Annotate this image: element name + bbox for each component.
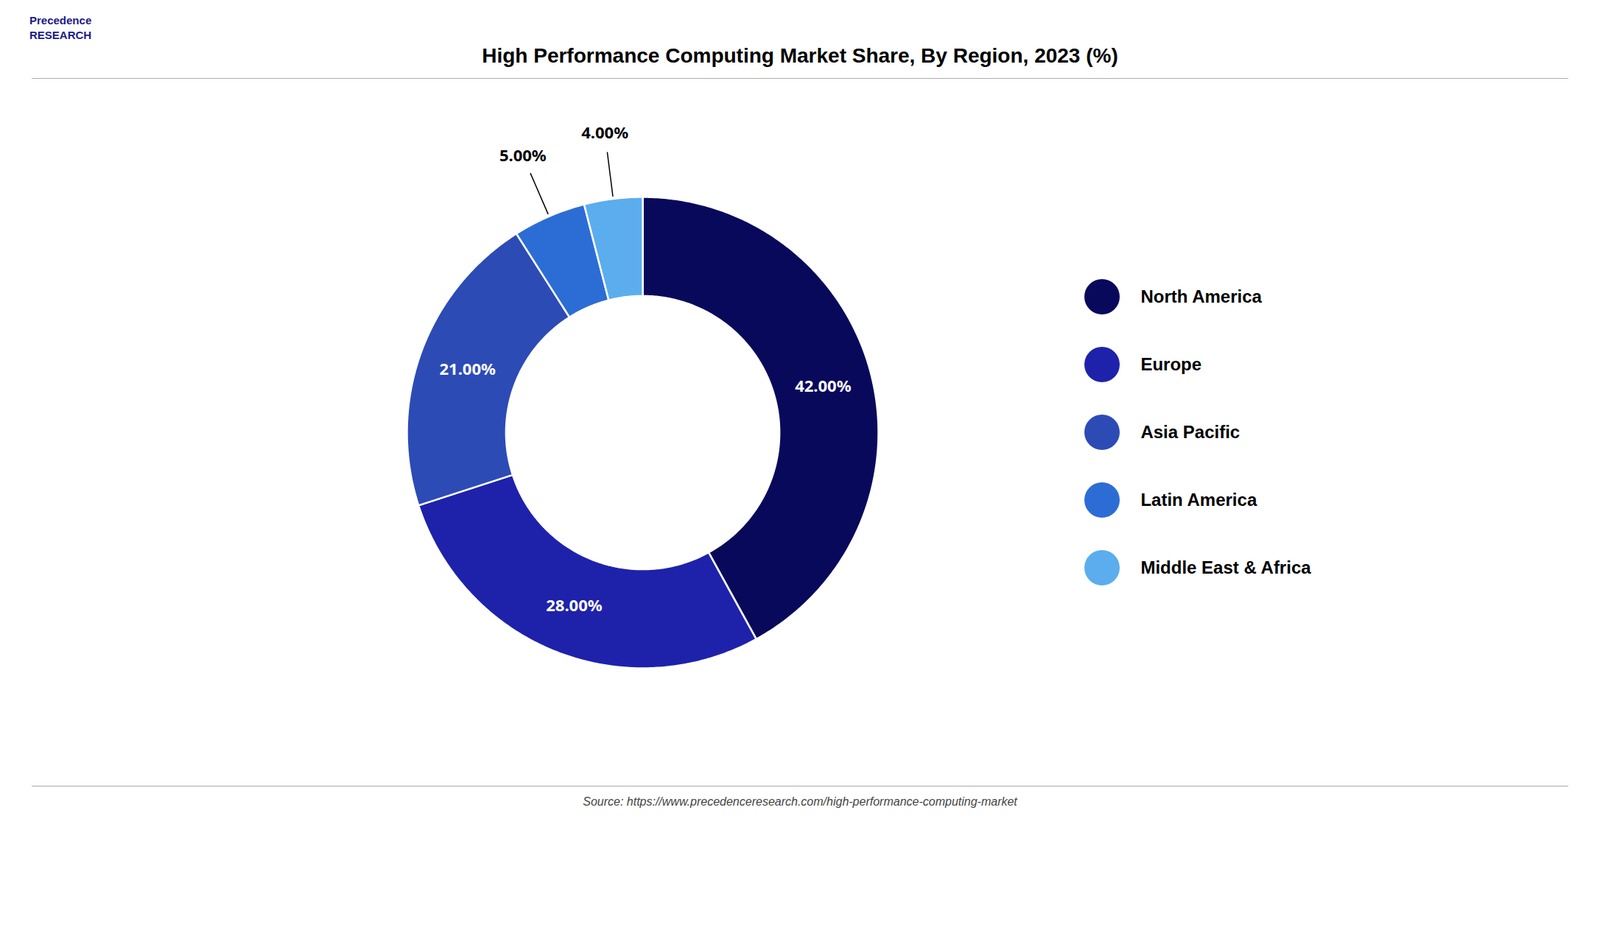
html-text:Precedence: Precedence [29,13,92,27]
html-text:RESEARCH: RESEARCH [29,28,92,41]
html-text:Middle East & Africa: Middle East & Africa [1140,557,1311,578]
svg-text:5.00%: 5.00% [499,143,547,166]
svg-text:21.00%: 21.00% [439,357,497,380]
html-text:North America: North America [1140,286,1262,307]
svg-text:28.00%: 28.00% [546,593,604,616]
html-text:Europe: Europe [1140,354,1202,375]
svg-text:4.00%: 4.00% [581,120,630,143]
html-text:High Performance Computing Mar: High Performance Computing Market Share,… [481,44,1119,68]
html-text:Source: https://www.precedence: Source: https://www.precedenceresearch.c… [582,795,1018,809]
html-text:Asia Pacific: Asia Pacific [1140,422,1240,442]
svg-text:42.00%: 42.00% [795,374,853,397]
html-text:Latin America: Latin America [1140,489,1257,510]
